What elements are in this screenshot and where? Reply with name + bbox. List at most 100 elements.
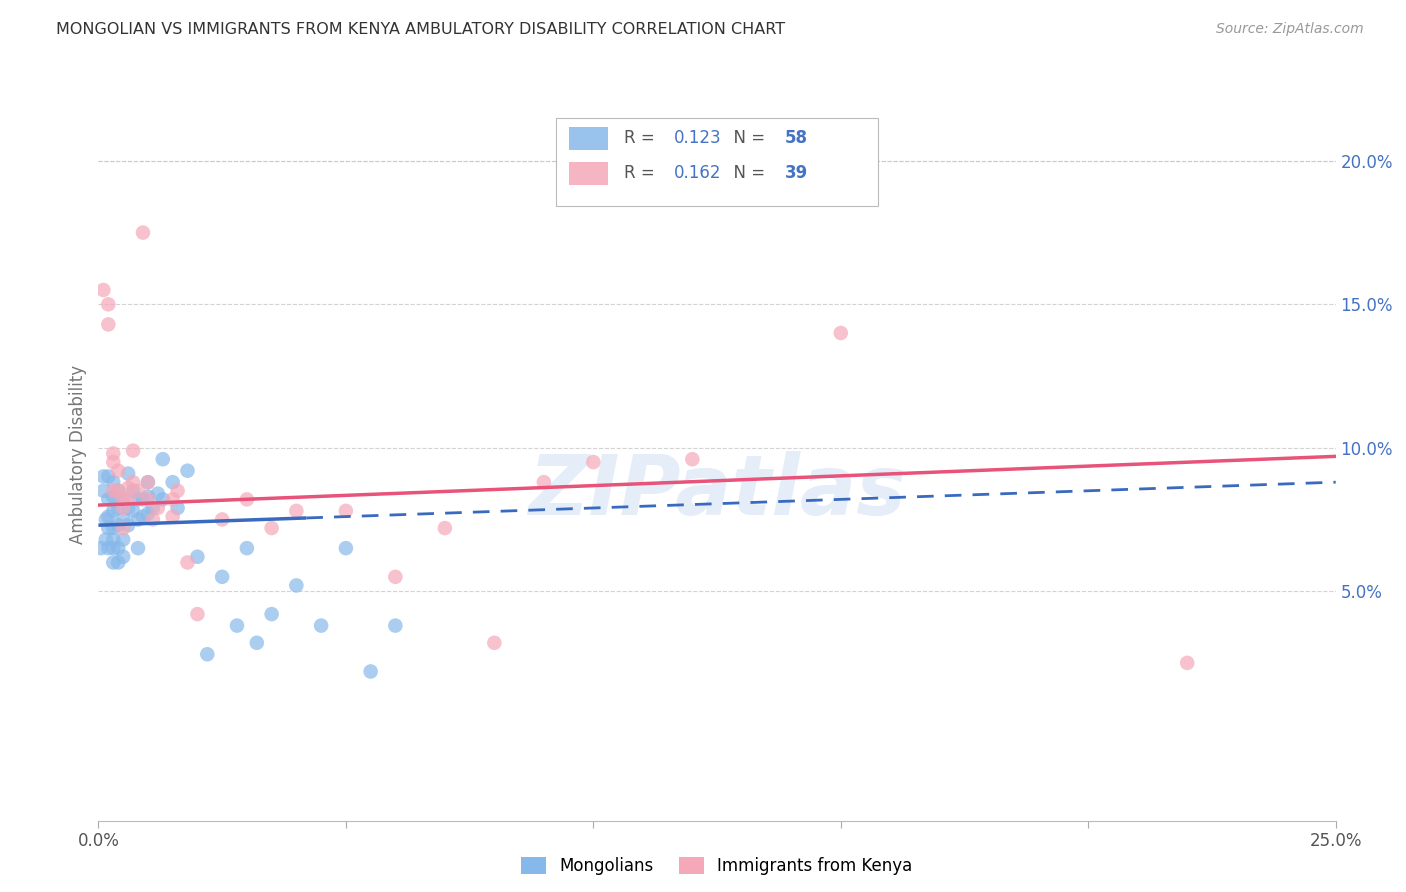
Point	[103, 533, 125, 547]
Point	[285, 504, 308, 518]
Point	[103, 446, 125, 460]
Point	[103, 483, 125, 498]
Point	[136, 475, 159, 490]
Point	[117, 500, 139, 515]
Point	[107, 518, 129, 533]
Text: 0.162: 0.162	[673, 164, 721, 182]
Point	[112, 549, 135, 564]
Point	[97, 492, 120, 507]
Point	[211, 570, 233, 584]
Point	[533, 475, 555, 490]
Point	[384, 618, 406, 632]
Point	[103, 521, 125, 535]
Point	[97, 541, 120, 556]
Point	[176, 556, 198, 570]
Point	[226, 618, 249, 632]
Point	[146, 486, 169, 500]
Point	[112, 492, 135, 507]
Point	[136, 490, 159, 504]
Point	[117, 467, 139, 481]
Point	[103, 475, 125, 490]
Point	[152, 452, 174, 467]
Point	[112, 492, 135, 507]
Text: ZIPatlas: ZIPatlas	[529, 451, 905, 532]
Point	[107, 541, 129, 556]
Point	[132, 509, 155, 524]
Point	[103, 556, 125, 570]
Point	[122, 443, 145, 458]
Point	[162, 492, 184, 507]
Y-axis label: Ambulatory Disability: Ambulatory Disability	[69, 366, 87, 544]
Text: Source: ZipAtlas.com: Source: ZipAtlas.com	[1216, 22, 1364, 37]
Point	[166, 500, 188, 515]
Text: R =: R =	[624, 164, 661, 182]
Point	[246, 636, 269, 650]
Text: N =: N =	[723, 164, 770, 182]
Point	[186, 549, 208, 564]
Point	[384, 570, 406, 584]
Point	[93, 469, 115, 483]
Text: 58: 58	[785, 129, 808, 147]
Point	[132, 492, 155, 507]
Point	[162, 509, 184, 524]
Point	[260, 521, 283, 535]
Point	[176, 464, 198, 478]
Point	[127, 541, 149, 556]
Point	[146, 500, 169, 515]
Point	[186, 607, 208, 621]
Point	[112, 500, 135, 515]
Point	[90, 541, 112, 556]
Point	[211, 512, 233, 526]
Point	[136, 507, 159, 521]
Point	[107, 483, 129, 498]
Point	[97, 318, 120, 332]
Point	[136, 492, 159, 507]
Point	[335, 504, 357, 518]
Point	[236, 541, 259, 556]
Point	[433, 521, 456, 535]
Point	[93, 483, 115, 498]
Point	[112, 512, 135, 526]
Legend: Mongolians, Immigrants from Kenya: Mongolians, Immigrants from Kenya	[515, 850, 920, 882]
Point	[94, 533, 117, 547]
Point	[107, 483, 129, 498]
Text: N =: N =	[723, 129, 770, 147]
FancyBboxPatch shape	[568, 127, 609, 150]
Text: 0.123: 0.123	[673, 129, 721, 147]
Point	[117, 481, 139, 495]
Point	[122, 504, 145, 518]
Point	[127, 483, 149, 498]
Point	[97, 297, 120, 311]
Point	[127, 492, 149, 507]
Point	[309, 618, 332, 632]
Point	[142, 512, 165, 526]
Point	[152, 492, 174, 507]
Point	[93, 283, 115, 297]
Point	[260, 607, 283, 621]
Point	[136, 475, 159, 490]
Point	[122, 475, 145, 490]
FancyBboxPatch shape	[568, 161, 609, 185]
Point	[107, 556, 129, 570]
Point	[195, 647, 218, 661]
Point	[97, 521, 120, 535]
Point	[484, 636, 506, 650]
Point	[285, 578, 308, 592]
Point	[117, 492, 139, 507]
Point	[830, 326, 852, 340]
Point	[112, 521, 135, 535]
Point	[1175, 656, 1198, 670]
Point	[360, 665, 382, 679]
Point	[107, 500, 129, 515]
Point	[162, 475, 184, 490]
Point	[117, 518, 139, 533]
Point	[103, 504, 125, 518]
Point	[681, 452, 703, 467]
Point	[132, 226, 155, 240]
Point	[97, 509, 120, 524]
Point	[97, 469, 120, 483]
FancyBboxPatch shape	[557, 119, 877, 206]
Text: 39: 39	[785, 164, 808, 182]
Point	[582, 455, 605, 469]
Point	[236, 492, 259, 507]
